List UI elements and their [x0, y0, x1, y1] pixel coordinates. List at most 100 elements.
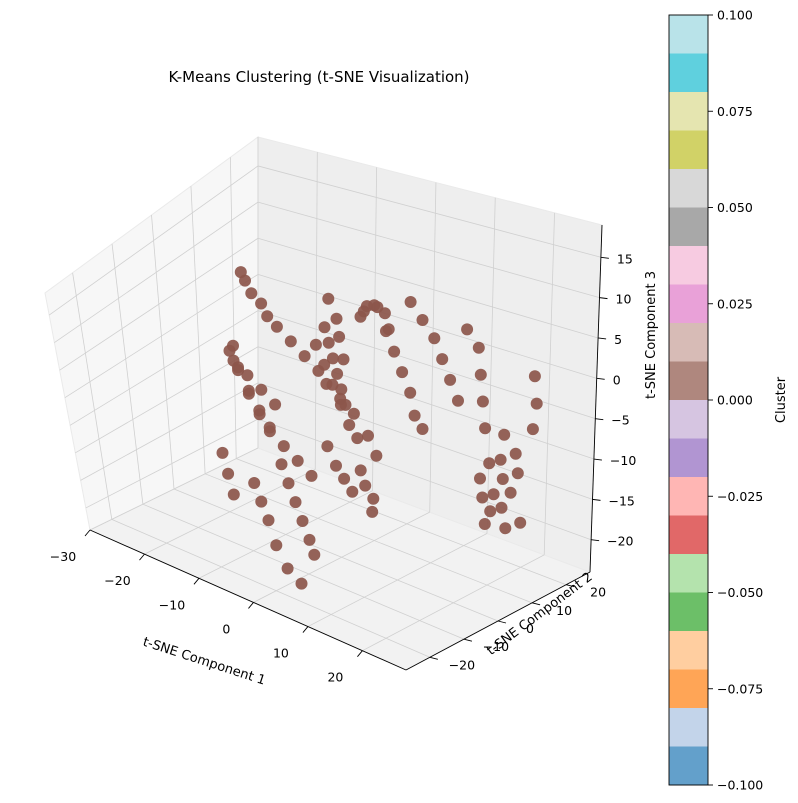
colorbar-tick-label: −0.050 — [717, 585, 763, 600]
data-point — [388, 345, 401, 358]
data-point — [359, 479, 372, 492]
data-point — [308, 548, 321, 561]
colorbar-tick-label: −0.100 — [717, 778, 763, 793]
grid-x-back — [429, 182, 437, 513]
data-point — [289, 496, 302, 509]
data-point — [222, 467, 235, 480]
colorbar-segment — [669, 15, 708, 54]
data-point — [346, 485, 359, 498]
data-point — [498, 428, 511, 441]
data-point — [303, 533, 316, 546]
axes-panes — [44, 136, 603, 671]
data-point — [296, 515, 309, 527]
data-point — [330, 312, 343, 325]
axis-lines — [84, 224, 609, 671]
grid-y-floor — [204, 473, 533, 604]
data-point — [277, 440, 290, 453]
x-tick-label: −20 — [104, 573, 130, 588]
data-point — [461, 323, 474, 336]
data-point — [378, 307, 391, 320]
data-point — [284, 335, 297, 348]
grid-x-back — [486, 197, 496, 534]
z-tick-mark — [598, 337, 607, 340]
colorbar-segment — [669, 53, 708, 93]
data-point — [428, 332, 441, 345]
colorbar-segment — [669, 284, 708, 324]
data-point — [263, 421, 276, 434]
grid-y-left — [190, 186, 206, 474]
data-point — [305, 469, 318, 482]
data-point — [245, 287, 258, 300]
data-point — [474, 472, 486, 485]
data-point — [298, 350, 311, 363]
z-tick-mark — [591, 539, 600, 542]
data-point — [408, 409, 421, 422]
data-point — [261, 310, 274, 323]
data-point — [487, 488, 500, 501]
data-point — [476, 491, 489, 504]
scatter-points — [216, 266, 543, 590]
grid-z-left — [59, 237, 259, 371]
x-tick-label: 0 — [222, 621, 230, 636]
chart-title: K-Means Clustering (t-SNE Visualization) — [168, 68, 469, 86]
colorbar-segment — [669, 361, 708, 401]
colorbar-tick-label: 0.050 — [717, 200, 753, 215]
z-tick-label: −10 — [610, 453, 636, 468]
grid-z-left — [80, 382, 259, 481]
data-point — [275, 458, 288, 471]
data-point — [321, 440, 334, 453]
data-point — [530, 397, 543, 410]
x-tick-label: −30 — [50, 549, 76, 564]
data-point — [239, 274, 251, 287]
z-tick-mark — [600, 256, 609, 259]
y-tick-mark — [497, 620, 507, 624]
data-point — [370, 449, 383, 462]
z-tick-mark — [595, 418, 604, 421]
data-point — [227, 488, 240, 501]
data-point — [282, 477, 295, 490]
data-point — [330, 459, 342, 472]
y-tick-mark — [566, 584, 575, 588]
colorbar-segment — [669, 554, 708, 593]
z-tick-label: 0 — [613, 372, 621, 387]
data-point — [380, 325, 392, 338]
x-tick-mark — [193, 577, 200, 585]
data-point — [496, 473, 509, 485]
data-point — [366, 505, 379, 518]
data-point — [281, 562, 294, 575]
data-point — [326, 378, 339, 391]
data-point — [351, 432, 364, 445]
data-point — [367, 492, 380, 505]
grid-z-back — [257, 201, 600, 299]
x-tick-label: 10 — [273, 646, 289, 661]
colorbar-segment — [669, 746, 708, 786]
data-point — [253, 404, 266, 417]
data-point — [416, 423, 429, 435]
grid-z-left — [54, 201, 259, 343]
y-tick-label: 20 — [590, 585, 606, 600]
data-point — [354, 464, 367, 477]
data-point — [472, 341, 485, 354]
z-tick-label: −15 — [609, 493, 635, 508]
data-point — [269, 398, 282, 411]
x-tick-mark — [84, 529, 91, 537]
grid-z-back — [257, 418, 592, 541]
colorbar-segment — [669, 169, 708, 208]
data-point — [416, 314, 429, 326]
grid-x-back — [314, 152, 318, 470]
data-point — [241, 369, 254, 382]
y-tick-mark — [463, 638, 473, 642]
z-tick-mark — [592, 498, 601, 501]
z-axis-line — [589, 224, 603, 573]
x-tick-mark — [139, 553, 145, 561]
grid-z-back — [257, 274, 597, 379]
colorbar-segment — [669, 438, 708, 478]
grid-y-floor — [111, 519, 431, 658]
z-tick-label: 10 — [616, 292, 632, 307]
data-point — [309, 338, 322, 351]
colorbar-label: Cluster — [774, 376, 789, 423]
grid-y-left — [111, 243, 144, 505]
x-tick-mark — [357, 650, 363, 657]
data-point — [338, 472, 351, 485]
